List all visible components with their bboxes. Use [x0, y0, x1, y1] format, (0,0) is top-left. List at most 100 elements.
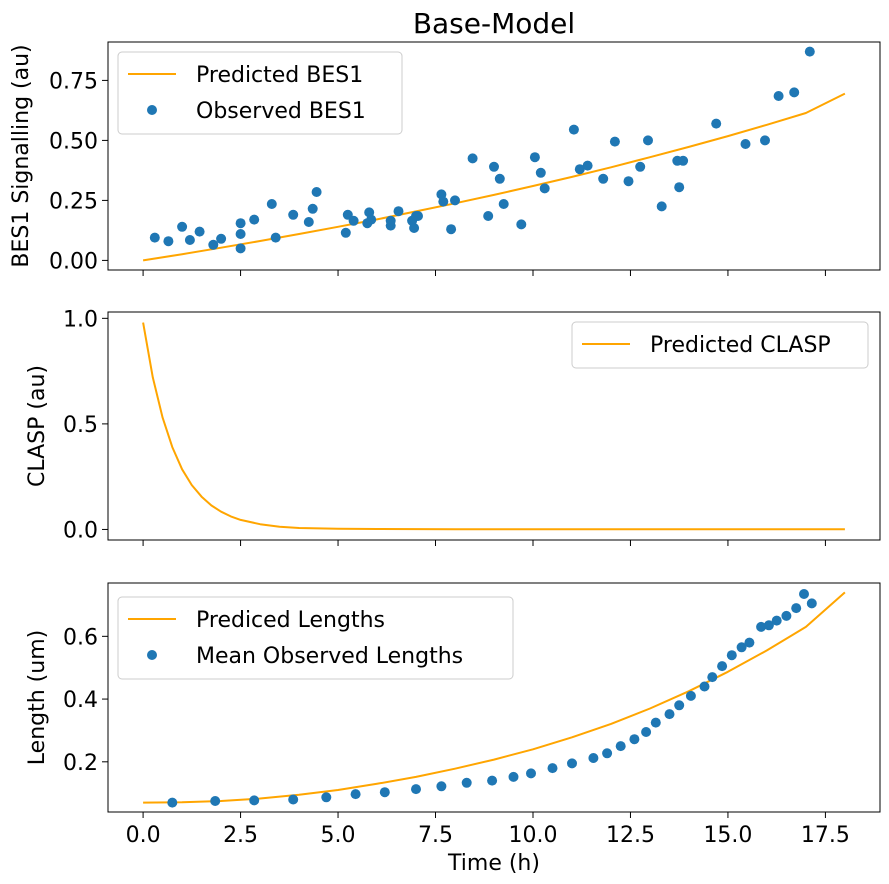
x-axis-label: Time (h) — [447, 851, 540, 876]
data-point-mean-observed-lengths — [806, 598, 817, 609]
x-tick-label: 7.5 — [418, 823, 453, 848]
panel-bes1-y-tick-label: 0.50 — [49, 129, 98, 154]
data-point-observed-bes1 — [438, 196, 449, 207]
panel-clasp: 0.0 0.5 1.0 CLASP (au) Predicted CLASP — [25, 307, 881, 546]
data-point-observed-bes1 — [409, 223, 420, 233]
panel-bes1-legend-box — [117, 51, 403, 135]
data-point-observed-bes1 — [235, 243, 246, 254]
data-point-observed-bes1 — [184, 235, 195, 245]
data-point-observed-bes1 — [208, 239, 219, 250]
data-point-observed-bes1 — [535, 167, 546, 178]
data-point-mean-observed-lengths — [288, 794, 299, 805]
data-point-mean-observed-lengths — [717, 661, 728, 672]
panel-clasp-series — [142, 322, 845, 531]
data-point-observed-bes1 — [539, 183, 550, 194]
data-point-mean-observed-lengths — [756, 621, 767, 632]
data-point-observed-bes1 — [393, 206, 404, 217]
x-tick-label: 5.0 — [321, 823, 356, 848]
data-point-observed-bes1 — [678, 155, 689, 166]
panel-length-legend: Prediced Lengths Mean Observed Lengths — [117, 596, 514, 680]
data-point-observed-bes1 — [529, 152, 540, 163]
panel-clasp-y-tick-label: 0.5 — [63, 413, 98, 438]
data-point-mean-observed-lengths — [547, 763, 558, 774]
data-point-mean-observed-lengths — [210, 796, 221, 806]
data-point-observed-bes1 — [773, 91, 784, 101]
data-point-observed-bes1 — [149, 232, 160, 243]
data-point-mean-observed-lengths — [771, 615, 782, 626]
data-point-mean-observed-lengths — [744, 637, 755, 648]
data-point-observed-bes1 — [740, 139, 751, 149]
data-point-observed-bes1 — [385, 215, 396, 226]
data-point-mean-observed-lengths — [411, 784, 421, 795]
panel-clasp-frame — [107, 311, 881, 541]
data-point-mean-observed-lengths — [526, 768, 536, 779]
data-point-mean-observed-lengths — [763, 620, 774, 631]
data-point-mean-observed-lengths — [707, 672, 718, 683]
data-point-observed-bes1 — [568, 124, 579, 135]
data-point-observed-bes1 — [249, 214, 260, 225]
panel-bes1-y-tick-label: 0.00 — [49, 249, 98, 274]
panel-bes1-y-axis-label: BES1 Signalling (au) — [9, 44, 34, 267]
panel-length-y-tick-label: 0.6 — [63, 625, 98, 650]
panel-length-frame — [107, 582, 881, 813]
panel-clasp-x-ticks — [142, 540, 826, 546]
x-tick-label: 15.0 — [703, 823, 752, 848]
data-point-mean-observed-lengths — [436, 781, 447, 792]
x-tick-label: 17.5 — [801, 823, 850, 848]
legend-label-predicted-bes1: Predicted BES1 — [196, 63, 363, 88]
data-point-mean-observed-lengths — [726, 650, 737, 661]
x-tick-label: 0.0 — [126, 823, 161, 848]
panel-bes1-frame — [107, 41, 881, 271]
data-point-mean-observed-lengths — [641, 727, 652, 737]
legend-label-predicted-clasp: Predicted CLASP — [650, 333, 831, 358]
panel-bes1: 0.00 0.25 0.50 0.75 Base-Model BES1 Signall… — [9, 7, 881, 276]
legend-label-prediced-lengths: Prediced Lengths — [196, 608, 385, 633]
data-point-observed-bes1 — [270, 232, 281, 243]
data-point-mean-observed-lengths — [167, 797, 178, 808]
data-point-observed-bes1 — [609, 136, 620, 147]
panel-length-y-ticks: 0.2 0.4 0.6 — [63, 625, 108, 776]
data-point-mean-observed-lengths — [699, 681, 710, 692]
data-point-observed-bes1 — [789, 87, 800, 98]
data-point-observed-bes1 — [711, 118, 722, 129]
data-point-observed-bes1 — [303, 217, 314, 227]
data-point-observed-bes1 — [194, 226, 205, 237]
data-point-observed-bes1 — [366, 214, 377, 225]
panel-clasp-legend-box — [571, 321, 869, 369]
data-point-observed-bes1 — [266, 199, 277, 209]
data-point-observed-bes1 — [574, 164, 585, 175]
panel-length-y-tick-label: 0.4 — [63, 688, 98, 713]
panel-length: 0.2 0.4 0.6 0.0 2.5 5.0 7.5 10.0 12.5 15.0 17.5 L… — [25, 582, 881, 876]
x-tick-label: 12.5 — [606, 823, 655, 848]
series-line-prediced-lengths — [143, 591, 846, 804]
data-point-mean-observed-lengths — [664, 709, 675, 720]
data-point-mean-observed-lengths — [650, 717, 661, 728]
legend-marker-mean-observed-lengths — [147, 650, 157, 660]
data-point-observed-bes1 — [288, 209, 299, 220]
panel-bes1-series — [142, 46, 846, 262]
data-point-mean-observed-lengths — [567, 758, 577, 769]
data-point-observed-bes1 — [656, 201, 667, 212]
data-point-mean-observed-lengths — [321, 792, 332, 803]
data-point-mean-observed-lengths — [588, 753, 599, 763]
data-point-mean-observed-lengths — [379, 787, 390, 798]
x-tick-label: 2.5 — [223, 823, 258, 848]
data-point-observed-bes1 — [467, 153, 478, 164]
data-point-observed-bes1 — [216, 233, 227, 244]
data-point-mean-observed-lengths — [461, 777, 472, 788]
panel-bes1-y-ticks: 0.00 0.25 0.50 0.75 — [49, 69, 108, 274]
panel-clasp-y-tick-label: 1.0 — [63, 307, 98, 332]
data-point-observed-bes1 — [582, 160, 593, 171]
data-point-observed-bes1 — [450, 195, 460, 206]
data-point-observed-bes1 — [760, 135, 770, 146]
panel-bes1-x-ticks — [142, 270, 826, 276]
data-point-observed-bes1 — [674, 182, 685, 193]
data-point-observed-bes1 — [623, 176, 634, 187]
data-point-observed-bes1 — [235, 229, 246, 239]
data-point-observed-bes1 — [516, 219, 527, 230]
data-point-observed-bes1 — [804, 46, 815, 57]
panel-bes1-legend: Predicted BES1 Observed BES1 — [117, 51, 403, 135]
panel-clasp-y-axis-label: CLASP (au) — [25, 365, 50, 487]
legend-marker-observed-bes1 — [147, 105, 157, 115]
panel-bes1-y-tick-label: 0.75 — [49, 69, 98, 94]
